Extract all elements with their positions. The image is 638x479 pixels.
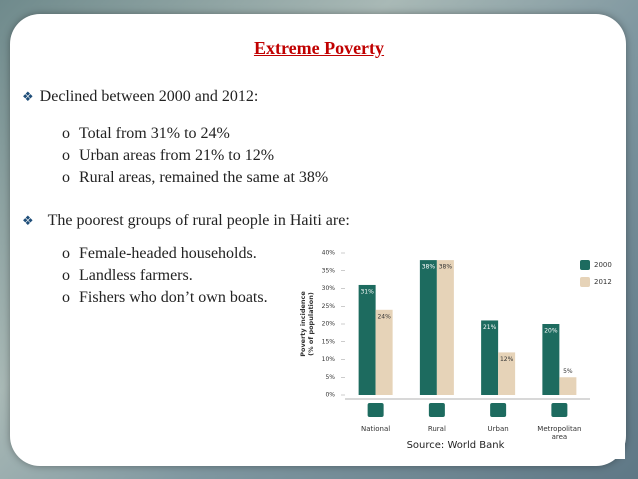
- sub-bullet: o Landless farmers.: [62, 267, 193, 285]
- y-tick-label: 15%: [322, 338, 336, 345]
- y-tick-label: 0%: [325, 392, 335, 399]
- bar: [481, 320, 499, 395]
- bar: [498, 352, 516, 395]
- legend-swatch: [580, 277, 590, 287]
- bullet-text: Declined between 2000 and 2012:: [39, 88, 259, 105]
- sub-text: Total from 31% to 24%: [79, 125, 230, 142]
- sub-bullet: o Female-headed households.: [62, 245, 257, 263]
- sub-marker: o: [62, 169, 70, 186]
- bullet-marker: ❖: [22, 89, 34, 104]
- sub-bullet: o Rural areas, remained the same at 38%: [62, 169, 329, 187]
- legend-label: 2000: [594, 261, 612, 269]
- y-tick-label: 20%: [322, 321, 336, 328]
- value-label: 12%: [500, 356, 514, 363]
- bar: [559, 377, 577, 395]
- y-tick-label: 30%: [322, 285, 336, 292]
- sub-text: Female-headed households.: [79, 245, 257, 262]
- bar: [375, 309, 393, 395]
- x-tick-label: Rural: [427, 425, 446, 433]
- sub-marker: o: [62, 267, 70, 284]
- x-tick-label: Urban: [487, 425, 509, 433]
- y-tick-label: 25%: [322, 303, 336, 310]
- bar: [542, 324, 560, 395]
- sub-text: Urban areas from 21% to 12%: [79, 147, 275, 164]
- bullet-marker: ❖: [22, 213, 34, 228]
- chart-background: [290, 244, 625, 459]
- bullet: ❖ The poorest groups of rural people in H…: [22, 212, 350, 230]
- y-axis-label: (% of population): [307, 292, 315, 356]
- value-label: 31%: [360, 288, 374, 295]
- value-label: 38%: [422, 264, 436, 271]
- bullet-text: The poorest groups of rural people in Ha…: [47, 212, 350, 229]
- category-icon: [428, 403, 445, 417]
- legend-swatch: [580, 260, 590, 270]
- y-axis-label: Poverty incidence: [299, 291, 307, 357]
- legend-label: 2012: [594, 278, 612, 286]
- sub-marker: o: [62, 289, 70, 306]
- sub-text: Landless farmers.: [79, 267, 193, 284]
- bar: [419, 260, 437, 395]
- chart-source: Source: World Bank: [398, 440, 513, 451]
- sub-marker: o: [62, 147, 70, 164]
- category-icon: [490, 403, 507, 417]
- bar: [436, 260, 454, 395]
- value-label: 20%: [544, 328, 558, 335]
- y-tick-label: 40%: [322, 250, 336, 257]
- value-label: 24%: [377, 313, 391, 320]
- sub-marker: o: [62, 125, 70, 142]
- sub-bullet: o Urban areas from 21% to 12%: [62, 147, 275, 165]
- y-tick-label: 35%: [322, 267, 336, 274]
- bar: [358, 284, 376, 395]
- y-tick-label: 5%: [325, 374, 335, 381]
- value-label: 21%: [483, 324, 497, 331]
- category-icon: [367, 403, 384, 417]
- sub-text: Rural areas, remained the same at 38%: [79, 169, 329, 186]
- sub-bullet: o Total from 31% to 24%: [62, 125, 230, 143]
- category-icon: [551, 403, 568, 417]
- value-label: 5%: [563, 368, 573, 375]
- x-tick-label: Metropolitan area: [537, 425, 582, 441]
- x-tick-label: National: [361, 425, 391, 433]
- value-label: 38%: [439, 264, 453, 271]
- bullet: ❖ Declined between 2000 and 2012:: [22, 88, 258, 106]
- slide-title: Extreme Poverty: [253, 38, 385, 58]
- sub-marker: o: [62, 245, 70, 262]
- sub-bullet: o Fishers who don’t own boats.: [62, 289, 268, 307]
- sub-text: Fishers who don’t own boats.: [79, 289, 268, 306]
- y-tick-label: 10%: [322, 356, 336, 363]
